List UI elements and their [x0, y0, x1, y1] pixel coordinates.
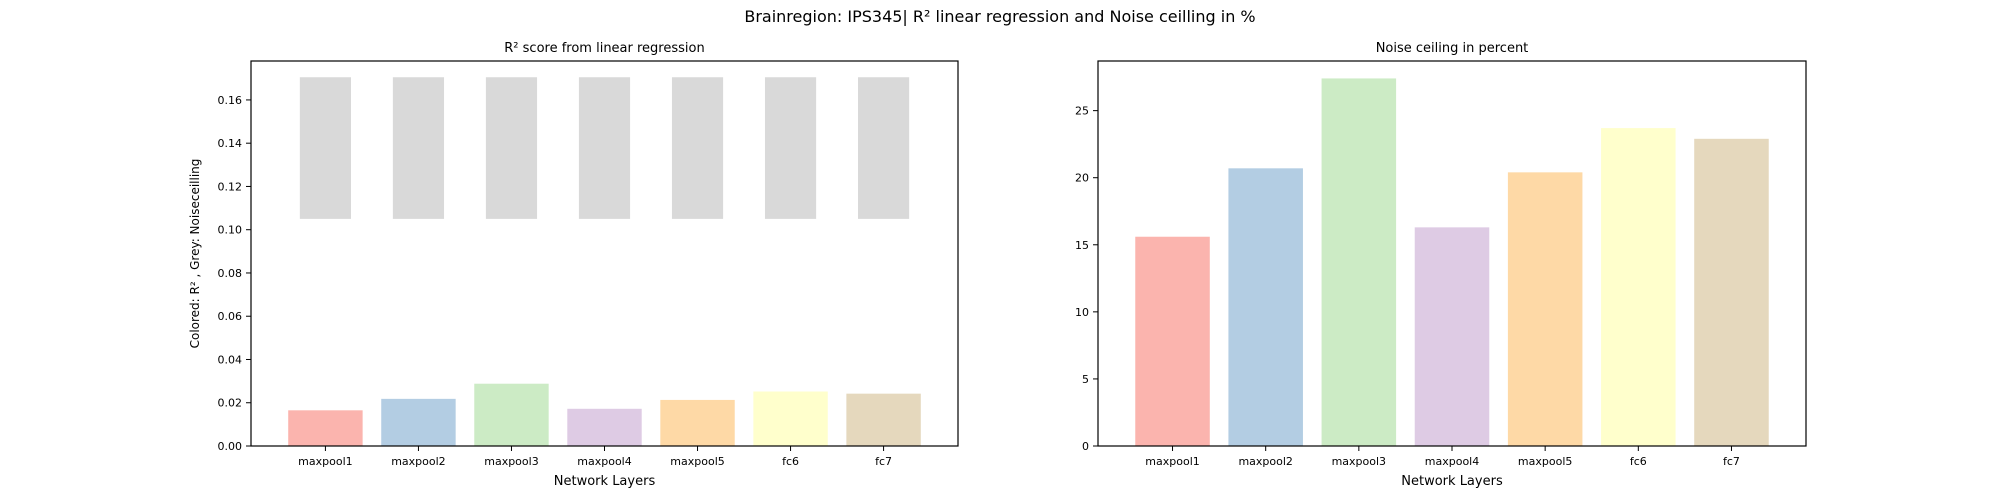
x-axis-label: Network Layers [554, 474, 656, 489]
chart-title: Noise ceiling in percent [1376, 41, 1529, 56]
x-tick-label: maxpool5 [1518, 455, 1572, 468]
x-tick-label: maxpool5 [670, 455, 724, 468]
x-tick-label: maxpool1 [1145, 455, 1199, 468]
bar [660, 399, 735, 446]
y-tick-label: 0 [1082, 440, 1089, 453]
x-tick-label: maxpool2 [1238, 455, 1292, 468]
noise-ceiling-bar [299, 77, 352, 219]
y-tick-label: 0.08 [218, 267, 243, 280]
y-tick-label: 25 [1075, 105, 1089, 118]
noise-ceiling-bar [485, 77, 538, 219]
bar [288, 410, 363, 446]
y-tick-label: 10 [1075, 306, 1089, 319]
bar [1321, 78, 1397, 446]
bar [1507, 172, 1583, 446]
bar [1694, 138, 1769, 446]
bar [846, 393, 921, 446]
x-axis-label: Network Layers [1401, 474, 1503, 489]
x-tick-label: fc7 [875, 455, 892, 468]
y-tick-label: 0.16 [218, 94, 243, 107]
y-tick-label: 15 [1075, 239, 1089, 252]
y-tick-label: 5 [1082, 373, 1089, 386]
x-tick-label: maxpool1 [298, 455, 352, 468]
bar [1414, 227, 1490, 446]
noise-ceiling-bar [671, 77, 724, 219]
x-tick-label: fc7 [1723, 455, 1740, 468]
x-tick-label: maxpool4 [577, 455, 631, 468]
chart-noise-ceiling: 0 5 10 15 20 25 maxpool1 maxpool2 maxpool3 maxpoo… [1075, 41, 1807, 489]
x-tick-label: maxpool2 [391, 455, 445, 468]
y-tick-label: 0.06 [218, 310, 243, 323]
y-tick-label: 0.14 [218, 137, 243, 150]
x-tick-label: fc6 [1630, 455, 1647, 468]
y-tick-label: 0.12 [218, 180, 243, 193]
x-tick-label: maxpool4 [1425, 455, 1479, 468]
noise-ceiling-bar [764, 77, 817, 219]
x-tick-label: fc6 [782, 455, 799, 468]
bar [1135, 236, 1210, 446]
bar [1601, 128, 1676, 446]
x-tick-label: maxpool3 [484, 455, 538, 468]
noise-ceiling-bar [578, 77, 631, 219]
y-tick-label: 0.00 [218, 440, 243, 453]
noise-ceiling-bar [857, 77, 910, 219]
y-tick-label: 0.02 [218, 397, 243, 410]
y-tick-label: 20 [1075, 172, 1089, 185]
y-axis-label: Colored: R² , Grey: Noiseceilling [188, 159, 202, 349]
y-tick-label: 0.04 [218, 353, 243, 366]
bar [381, 398, 456, 446]
chart-r2-score: 0.00 0.02 0.04 0.06 0.08 0.10 0.12 0.14 0.16 maxp… [188, 41, 959, 489]
noise-ceiling-bar [392, 77, 445, 219]
x-tick-label: maxpool3 [1332, 455, 1386, 468]
figure-suptitle: Brainregion: IPS345| R² linear regressio… [744, 7, 1255, 26]
bar [753, 391, 828, 446]
bar [474, 383, 549, 446]
bar [1228, 168, 1303, 446]
y-tick-label: 0.10 [218, 224, 243, 237]
chart-title: R² score from linear regression [504, 41, 704, 56]
bar [567, 408, 642, 446]
